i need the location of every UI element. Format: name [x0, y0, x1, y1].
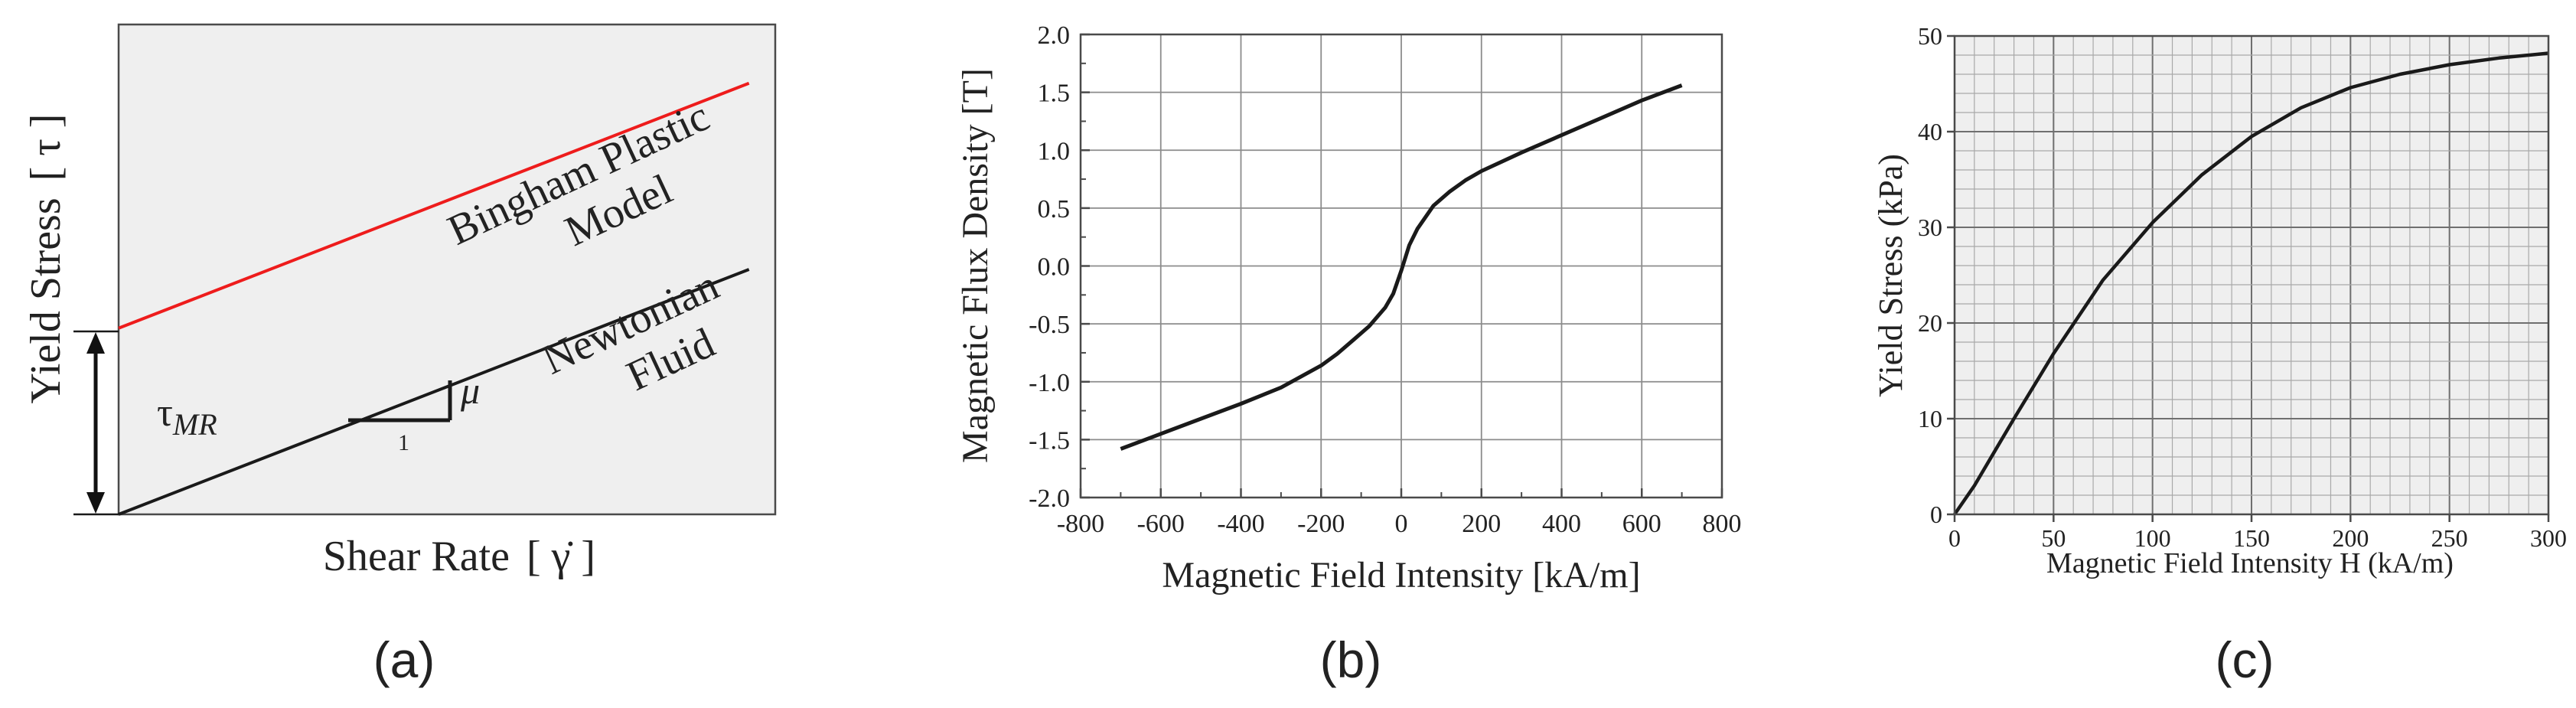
panel-a-ylabel: Yield Stress[ τ ]	[22, 114, 70, 404]
offset-subscript: MR	[172, 407, 217, 442]
y-tick-label: 1.0	[1038, 137, 1071, 165]
x-tick-label: -600	[1137, 510, 1185, 538]
panel-b: -800 -600 -400 -200 0 200 400 600 800 -2.0 -1.5 -1…	[955, 21, 1742, 688]
y-tick-label: 10	[1918, 405, 1942, 432]
x-tick-label: 600	[1622, 510, 1661, 538]
panel-a-label: (a)	[373, 631, 435, 688]
y-tick-label: 20	[1918, 309, 1942, 337]
x-tick-label: 0	[1395, 510, 1408, 538]
panel-b-x-tick-labels: -800 -600 -400 -200 0 200 400 600 800	[1057, 510, 1742, 538]
y-tick-label: 0	[1930, 501, 1942, 528]
slope-triangle	[348, 380, 452, 423]
panel-c-ticks	[1947, 34, 2550, 522]
panel-b-xlabel: Magnetic Field Intensity [kA/m]	[1162, 555, 1640, 595]
x-tick-label: 50	[2041, 524, 2066, 552]
x-tick-label: 300	[2530, 524, 2567, 552]
y-tick-label: 0.0	[1038, 253, 1071, 282]
x-tick-label: 800	[1703, 510, 1742, 538]
yield-offset-marker	[73, 330, 119, 516]
panel-c-label: (c)	[2216, 631, 2274, 688]
y-tick-label: 1.5	[1038, 80, 1071, 108]
panel-b-y-tick-labels: -2.0 -1.5 -1.0 -0.5 0.0 0.5 1.0 1.5 2.0	[1029, 21, 1070, 513]
y-tick-label: -2.0	[1029, 485, 1070, 513]
x-tick-label: 250	[2431, 524, 2468, 552]
y-tick-label: 50	[1918, 22, 1942, 50]
x-tick-label: 100	[2134, 524, 2171, 552]
x-tick-label: 150	[2233, 524, 2270, 552]
slope-symbol: μ	[460, 369, 480, 412]
x-tick-label: 200	[2332, 524, 2369, 552]
y-tick-label: -1.5	[1029, 426, 1070, 455]
panel-c-x-tick-labels: 0 50 100 150 200 250 300	[1948, 524, 2567, 552]
panel-b-ticks	[1079, 33, 1723, 499]
x-tick-label: 0	[1948, 524, 1961, 552]
panel-b-ylabel: Magnetic Flux Density [T]	[955, 68, 996, 463]
panel-a-plot-area	[117, 23, 777, 516]
panel-c-ylabel: Yield Stress (kPa)	[1872, 154, 1909, 397]
bh-curve-line	[1120, 83, 1683, 451]
x-tick-label: -200	[1297, 510, 1345, 538]
yield-offset-arrowhead-up	[86, 332, 105, 354]
panel-c-grid	[1955, 36, 2548, 514]
y-tick-label: -1.0	[1029, 369, 1070, 397]
slope-run-label: 1	[398, 430, 409, 455]
yield-stress-curve-line	[1953, 51, 2549, 516]
x-tick-label: 400	[1542, 510, 1581, 538]
y-tick-label: 40	[1918, 118, 1942, 145]
y-tick-label: 30	[1918, 214, 1942, 241]
y-tick-label: 2.0	[1038, 21, 1071, 50]
bingham-plastic-line	[118, 81, 750, 330]
panel-b-label: (b)	[1320, 631, 1382, 688]
panel-c: 0 50 100 150 200 250 300 0 10 20 30 40 50 Magnetic …	[1872, 22, 2567, 688]
panel-c-y-tick-labels: 0 10 20 30 40 50	[1918, 22, 1942, 528]
offset-label: τMR	[157, 391, 217, 442]
newtonian-fluid-line	[118, 268, 750, 516]
x-tick-label: 200	[1462, 510, 1501, 538]
yield-offset-arrowhead-down	[86, 492, 105, 514]
panel-a-xlabel: Shear Rate[ γ̇ ]	[323, 533, 595, 580]
x-tick-label: -800	[1057, 510, 1104, 538]
panel-c-xlabel: Magnetic Field Intensity H (kA/m)	[2046, 547, 2454, 579]
y-tick-label: 0.5	[1038, 195, 1071, 223]
panel-a: τMR μ 1 Bingham Plastic Model Newtonian …	[22, 23, 777, 688]
x-tick-label: -400	[1217, 510, 1264, 538]
y-tick-label: -0.5	[1029, 311, 1070, 339]
